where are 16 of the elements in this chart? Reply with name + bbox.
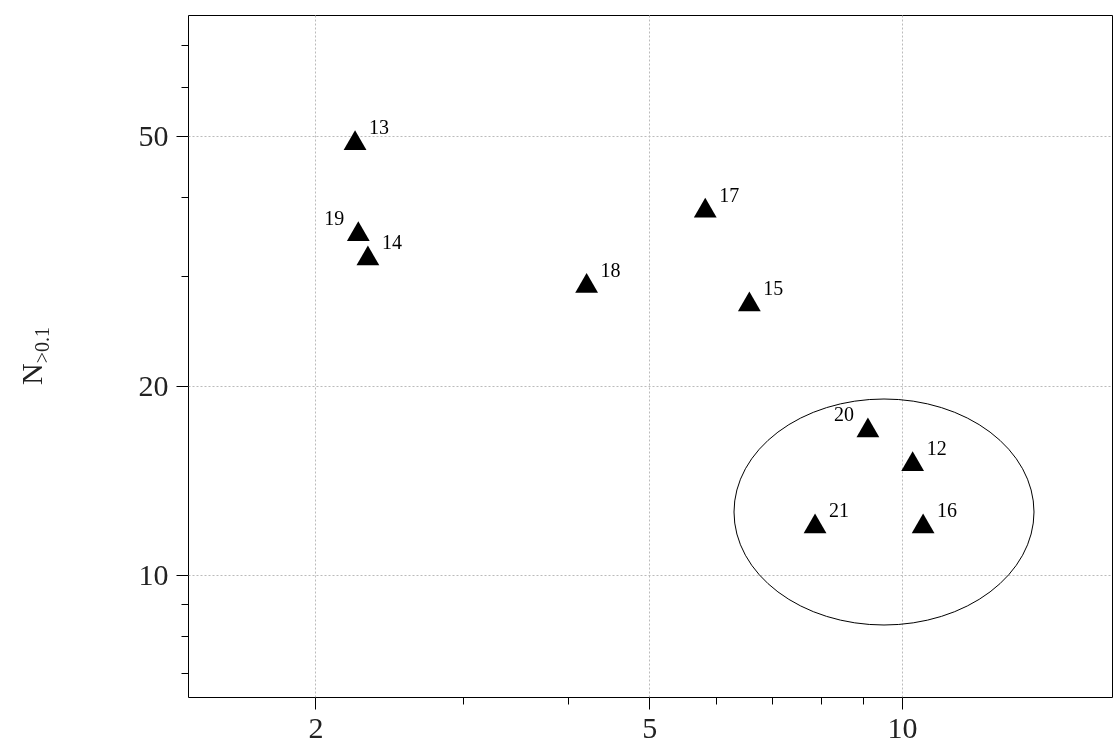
annotation: 15: [763, 277, 784, 300]
annotation: 16: [937, 499, 958, 522]
annotation: 18: [600, 258, 621, 281]
y-tick-label: 10: [138, 557, 169, 591]
y-tick-label: 50: [138, 118, 169, 152]
annotation: 17: [719, 183, 740, 206]
annotation: 14: [381, 231, 402, 254]
annotation: 13: [369, 116, 390, 139]
annotation: 19: [324, 207, 345, 230]
y-tick-label: 20: [138, 368, 169, 402]
x-tick-label: 10: [887, 710, 918, 744]
annotation: 20: [833, 403, 854, 426]
annotation: 21: [829, 499, 850, 522]
x-tick-label: 5: [642, 710, 658, 744]
x-tick-label: 2: [308, 710, 324, 744]
annotation: 12: [926, 437, 947, 460]
